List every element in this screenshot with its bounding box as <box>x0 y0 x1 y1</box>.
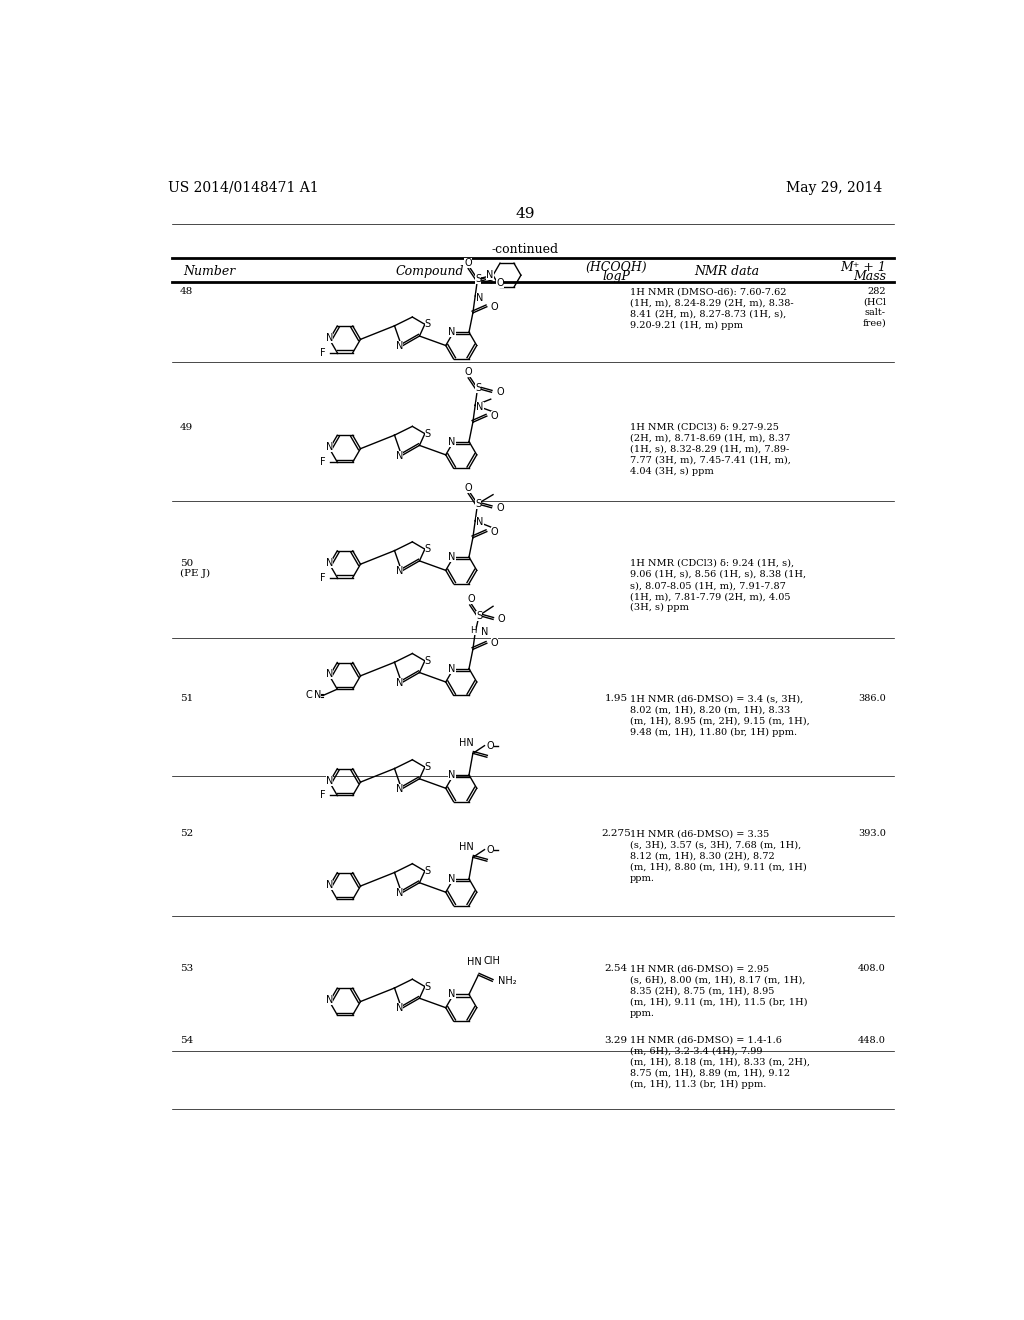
Text: 2.275: 2.275 <box>601 829 631 838</box>
Text: N: N <box>486 271 494 280</box>
Text: N: N <box>395 888 403 898</box>
Text: N: N <box>395 784 403 795</box>
Text: US 2014/0148471 A1: US 2014/0148471 A1 <box>168 181 318 195</box>
Text: N: N <box>481 627 488 638</box>
Text: 51: 51 <box>179 694 193 704</box>
Text: N: N <box>395 1003 403 1014</box>
Text: N: N <box>395 342 403 351</box>
Text: O: O <box>468 594 475 605</box>
Text: F: F <box>319 573 326 582</box>
Text: ClH: ClH <box>483 956 501 966</box>
Text: N: N <box>476 293 483 302</box>
Text: NH₂: NH₂ <box>499 977 517 986</box>
Text: 1H NMR (d6-DMSO) = 3.35
(s, 3H), 3.57 (s, 3H), 7.68 (m, 1H),
8.12 (m, 1H), 8.30 : 1H NMR (d6-DMSO) = 3.35 (s, 3H), 3.57 (s… <box>630 829 806 883</box>
Text: N: N <box>326 669 333 680</box>
Text: O: O <box>465 257 472 268</box>
Text: 49: 49 <box>515 207 535 222</box>
Text: C: C <box>306 690 312 701</box>
Text: (HCOOH): (HCOOH) <box>586 260 647 273</box>
Text: N: N <box>395 450 403 461</box>
Text: HN: HN <box>460 842 474 851</box>
Text: N: N <box>449 770 456 780</box>
Text: Mass: Mass <box>853 269 886 282</box>
Text: N: N <box>449 990 456 999</box>
Text: 1H NMR (DMSO-d6): 7.60-7.62
(1H, m), 8.24-8.29 (2H, m), 8.38-
8.41 (2H, m), 8.27: 1H NMR (DMSO-d6): 7.60-7.62 (1H, m), 8.2… <box>630 288 794 330</box>
Text: 50
(PE J): 50 (PE J) <box>179 558 210 578</box>
Text: S: S <box>425 866 431 876</box>
Text: N: N <box>395 566 403 576</box>
Text: 1H NMR (d6-DMSO) = 1.4-1.6
(m, 6H), 3.2-3.4 (4H), 7.99
(m, 1H), 8.18 (m, 1H), 8.: 1H NMR (d6-DMSO) = 1.4-1.6 (m, 6H), 3.2-… <box>630 1036 810 1089</box>
Text: O: O <box>490 411 499 421</box>
Text: logP: logP <box>602 269 630 282</box>
Text: N: N <box>449 552 456 562</box>
Text: HN: HN <box>460 738 474 747</box>
Text: O: O <box>465 367 472 378</box>
Text: O: O <box>486 845 494 854</box>
Text: N: N <box>313 690 321 701</box>
Text: O: O <box>490 302 499 312</box>
Text: S: S <box>425 656 431 665</box>
Text: O: O <box>486 741 494 751</box>
Text: F: F <box>319 457 326 467</box>
Text: 3.29: 3.29 <box>604 1036 628 1044</box>
Text: S: S <box>425 544 431 554</box>
Text: O: O <box>496 279 504 288</box>
Text: O: O <box>496 503 504 512</box>
Text: S: S <box>476 611 482 620</box>
Text: 53: 53 <box>179 965 193 973</box>
Text: S: S <box>475 383 481 393</box>
Text: N: N <box>449 664 456 673</box>
Text: 1H NMR (d6-DMSO) = 2.95
(s, 6H), 8.00 (m, 1H), 8.17 (m, 1H),
8.35 (2H), 8.75 (m,: 1H NMR (d6-DMSO) = 2.95 (s, 6H), 8.00 (m… <box>630 965 807 1018</box>
Text: 448.0: 448.0 <box>858 1036 886 1044</box>
Text: Number: Number <box>183 265 236 279</box>
Text: O: O <box>465 483 472 492</box>
Text: Compound: Compound <box>395 265 464 279</box>
Text: S: S <box>425 982 431 991</box>
Text: HN: HN <box>467 957 482 968</box>
Text: N: N <box>326 776 333 785</box>
Text: F: F <box>319 347 326 358</box>
Text: N: N <box>326 879 333 890</box>
Text: 52: 52 <box>179 829 193 838</box>
Text: 386.0: 386.0 <box>858 694 886 704</box>
Text: S: S <box>425 762 431 772</box>
Text: N: N <box>476 401 483 412</box>
Text: O: O <box>496 387 504 397</box>
Text: N: N <box>326 995 333 1005</box>
Text: N: N <box>449 874 456 884</box>
Text: 1H NMR (CDCl3) δ: 9.27-9.25
(2H, m), 8.71-8.69 (1H, m), 8.37
(1H, s), 8.32-8.29 : 1H NMR (CDCl3) δ: 9.27-9.25 (2H, m), 8.7… <box>630 422 791 477</box>
Text: S: S <box>475 275 481 284</box>
Text: N: N <box>449 437 456 446</box>
Text: N: N <box>326 557 333 568</box>
Text: M⁺ + 1: M⁺ + 1 <box>840 260 886 273</box>
Text: 1H NMR (CDCl3) δ: 9.24 (1H, s),
9.06 (1H, s), 8.56 (1H, s), 8.38 (1H,
s), 8.07-8: 1H NMR (CDCl3) δ: 9.24 (1H, s), 9.06 (1H… <box>630 558 806 612</box>
Text: 282
(HCl
salt-
free): 282 (HCl salt- free) <box>862 288 886 327</box>
Text: N: N <box>476 517 483 528</box>
Text: 1.95: 1.95 <box>604 694 628 704</box>
Text: F: F <box>319 791 326 800</box>
Text: 408.0: 408.0 <box>858 965 886 973</box>
Text: O: O <box>490 527 499 537</box>
Text: 393.0: 393.0 <box>858 829 886 838</box>
Text: N: N <box>449 327 456 337</box>
Text: O: O <box>490 639 499 648</box>
Text: N: N <box>395 677 403 688</box>
Text: May 29, 2014: May 29, 2014 <box>785 181 882 195</box>
Text: -continued: -continued <box>492 243 558 256</box>
Text: 48: 48 <box>179 288 193 297</box>
Text: 49: 49 <box>179 422 193 432</box>
Text: S: S <box>425 429 431 438</box>
Text: NMR data: NMR data <box>694 265 760 279</box>
Text: S: S <box>425 319 431 329</box>
Text: 2.54: 2.54 <box>604 965 628 973</box>
Text: S: S <box>475 499 481 510</box>
Text: H: H <box>470 626 476 635</box>
Text: N: N <box>326 333 333 343</box>
Text: O: O <box>498 614 505 624</box>
Text: 54: 54 <box>179 1036 193 1044</box>
Text: 1H NMR (d6-DMSO) = 3.4 (s, 3H),
8.02 (m, 1H), 8.20 (m, 1H), 8.33
(m, 1H), 8.95 (: 1H NMR (d6-DMSO) = 3.4 (s, 3H), 8.02 (m,… <box>630 694 809 737</box>
Text: N: N <box>326 442 333 453</box>
